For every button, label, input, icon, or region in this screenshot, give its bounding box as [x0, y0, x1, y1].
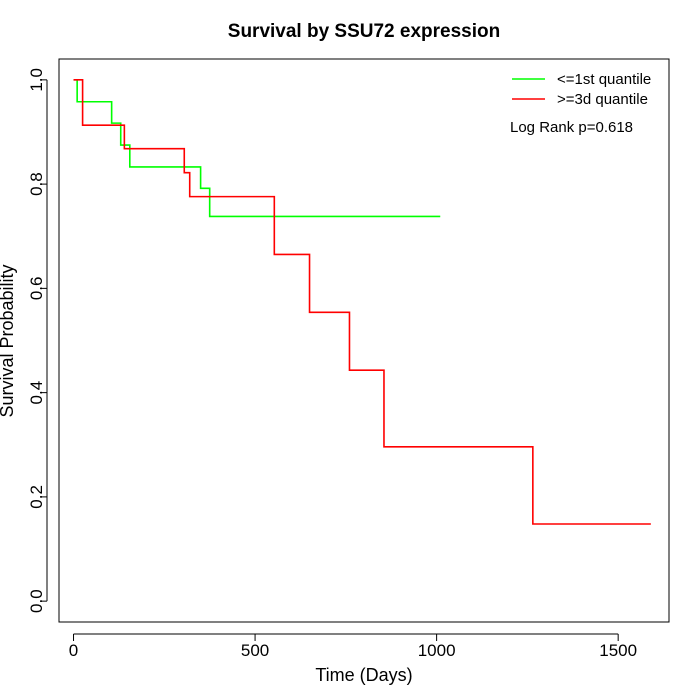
log-rank-annotation: Log Rank p=0.618	[510, 119, 633, 136]
x-tick-label: 500	[241, 641, 269, 660]
series-layer	[73, 79, 651, 525]
y-tick-label: 0.8	[27, 172, 46, 196]
legend: <=1st quantile >=3d quantile	[512, 71, 651, 108]
y-tick-label: 0.0	[27, 589, 46, 613]
legend-label: <=1st quantile	[557, 71, 651, 88]
legend-label: >=3d quantile	[557, 91, 648, 108]
chart-title: Survival by SSU72 expression	[228, 21, 500, 42]
x-tick-label: 0	[69, 641, 78, 660]
y-axis: 0.0 0.2 0.4 0.6 0.8 1.0	[27, 68, 48, 613]
x-tick-label: 1000	[418, 641, 456, 660]
x-axis: 0 500 1000 1500	[69, 633, 637, 660]
y-tick-label: 0.2	[27, 485, 46, 509]
x-tick-label: 1500	[599, 641, 637, 660]
y-axis-label: Survival Probability	[0, 264, 17, 417]
y-tick-label: 0.4	[27, 381, 46, 405]
plot-frame	[58, 58, 670, 623]
x-axis-label: Time (Days)	[315, 665, 412, 685]
y-tick-label: 1.0	[27, 68, 46, 92]
y-tick-label: 0.6	[27, 277, 46, 301]
series-line-1	[73, 79, 651, 525]
